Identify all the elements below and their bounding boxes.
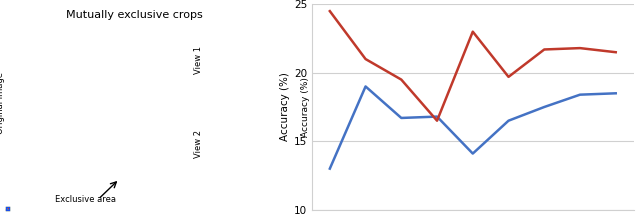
Text: View 1: View 1 xyxy=(195,46,204,74)
CIFAR10 (400) xyxy=(433,119,441,122)
STL10 (400) xyxy=(540,106,548,108)
STL10 (400) xyxy=(326,167,333,170)
Y-axis label: Accuracy (%): Accuracy (%) xyxy=(280,73,290,141)
CIFAR10 (400) xyxy=(362,58,369,60)
STL10 (400) xyxy=(576,93,584,96)
STL10 (400) xyxy=(612,92,620,95)
STL10 (400) xyxy=(505,119,513,122)
Text: Original image: Original image xyxy=(0,72,4,134)
STL10 (400) xyxy=(469,152,477,155)
CIFAR10 (400) xyxy=(326,10,333,12)
Line: STL10 (400): STL10 (400) xyxy=(330,86,616,169)
Line: CIFAR10 (400): CIFAR10 (400) xyxy=(330,11,616,121)
CIFAR10 (400) xyxy=(612,51,620,54)
CIFAR10 (400) xyxy=(397,78,405,81)
CIFAR10 (400) xyxy=(469,30,477,33)
CIFAR10 (400) xyxy=(540,48,548,51)
CIFAR10 (400) xyxy=(576,47,584,49)
STL10 (400) xyxy=(362,85,369,88)
Text: Accuracy (%): Accuracy (%) xyxy=(301,77,310,137)
STL10 (400) xyxy=(397,117,405,119)
CIFAR10 (400) xyxy=(505,76,513,78)
STL10 (400) xyxy=(433,115,441,118)
Text: Exclusive area: Exclusive area xyxy=(55,195,116,204)
Text: View 2: View 2 xyxy=(195,130,204,158)
Text: Mutually exclusive crops: Mutually exclusive crops xyxy=(67,10,203,21)
